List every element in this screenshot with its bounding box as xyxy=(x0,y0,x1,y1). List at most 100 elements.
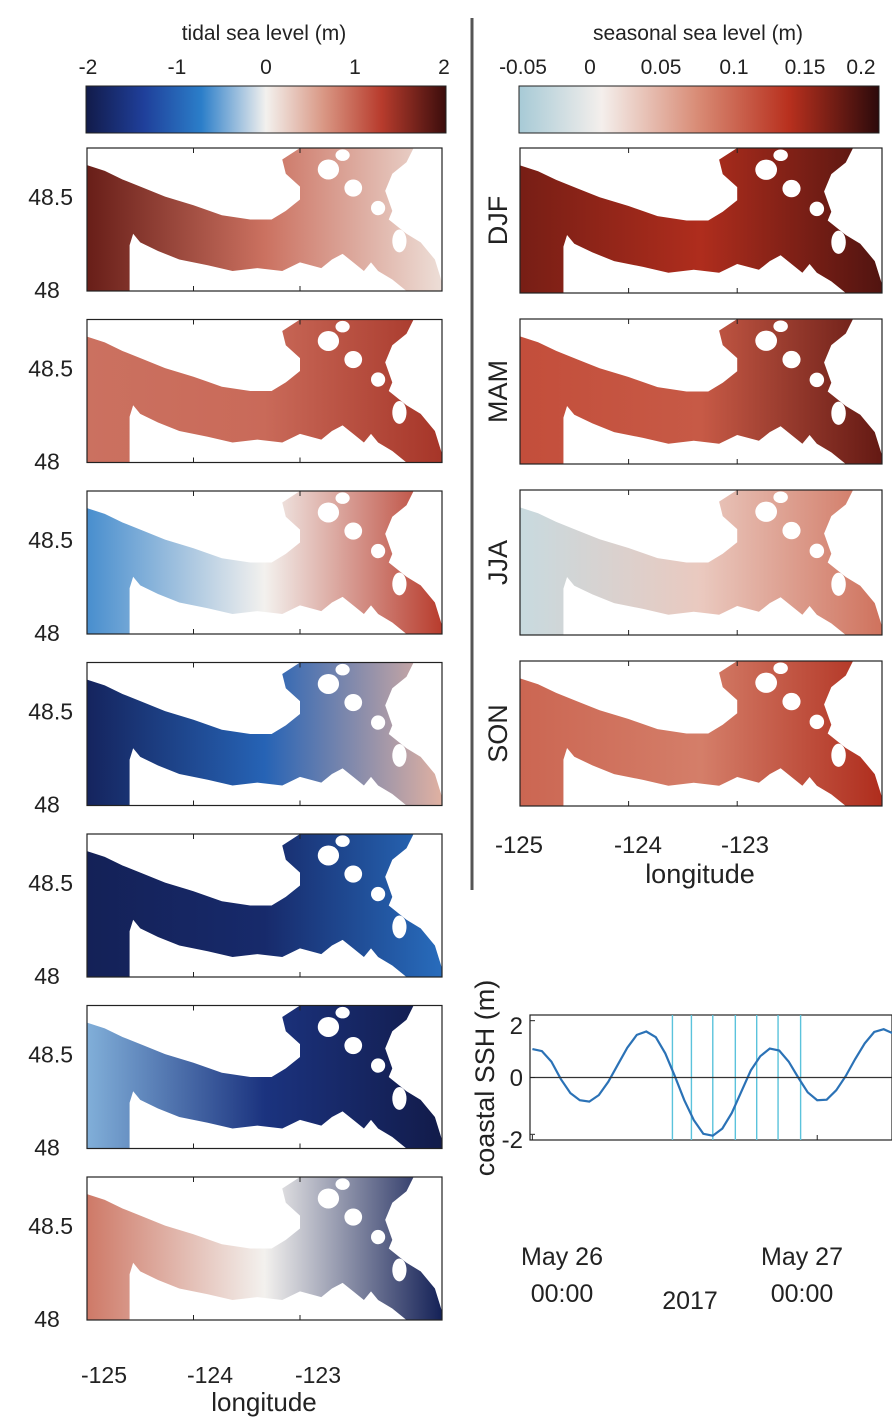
island xyxy=(755,672,778,693)
map-frame xyxy=(519,489,883,636)
line-y-tick: 2 xyxy=(510,1013,523,1040)
left-y-tick: 48.5 xyxy=(28,1042,73,1068)
season-cbar-tick: 0 xyxy=(584,56,596,79)
island xyxy=(755,501,778,522)
island xyxy=(335,1178,350,1190)
island xyxy=(371,200,386,216)
tidal-cbar-tick: -1 xyxy=(168,56,187,79)
right-x-tick: -123 xyxy=(721,832,769,859)
map-frame xyxy=(86,318,443,464)
tidal-map-panel xyxy=(86,147,443,292)
season-cbar-tick: 0.1 xyxy=(719,56,748,79)
seasonal-colorbar-ticklabels: -0.05 0 0.05 0.1 0.15 0.2 xyxy=(499,56,876,79)
island xyxy=(344,522,363,540)
line-x-tick-time: 00:00 xyxy=(771,1280,834,1308)
line-y-tick: -2 xyxy=(502,1127,523,1154)
map-frame xyxy=(86,833,443,978)
island xyxy=(755,330,778,351)
map-frame xyxy=(519,318,883,465)
left-y-tick: 48.5 xyxy=(28,527,73,553)
map-frame xyxy=(519,147,883,294)
island xyxy=(392,1087,407,1110)
island xyxy=(344,179,363,197)
island xyxy=(371,372,386,387)
map-frame xyxy=(86,490,443,635)
left-x-tick: -124 xyxy=(187,1362,233,1388)
left-y-tick: 48.5 xyxy=(28,699,73,725)
island xyxy=(809,372,825,388)
island xyxy=(809,714,825,730)
island xyxy=(317,1188,340,1209)
left-x-ticklabels: -125 -124 -123 xyxy=(81,1362,341,1388)
tidal-cbar-tick: 1 xyxy=(349,56,361,79)
left-y-tick: 48 xyxy=(34,963,60,989)
season-cbar-tick: 0.15 xyxy=(785,56,826,79)
island xyxy=(335,835,350,847)
season-cbar-tick: -0.05 xyxy=(499,56,547,79)
left-x-tick: -125 xyxy=(81,1362,127,1388)
season-cbar-tick: 0.2 xyxy=(846,56,875,79)
tidal-colorbar-label: tidal sea level (m) xyxy=(182,22,347,45)
island xyxy=(773,491,788,504)
island xyxy=(371,543,386,559)
tidal-map-panel xyxy=(86,661,443,807)
island xyxy=(831,401,846,425)
left-y-tick: 48 xyxy=(34,449,60,475)
island xyxy=(317,1016,340,1037)
season-label: MAM xyxy=(483,360,513,423)
island xyxy=(782,692,801,711)
season-map-panel xyxy=(519,489,883,636)
island xyxy=(782,521,801,540)
left-y-tick: 48 xyxy=(34,277,60,303)
island xyxy=(344,693,363,712)
island xyxy=(317,845,340,866)
island xyxy=(755,159,778,180)
island xyxy=(392,572,407,596)
ssh-series xyxy=(532,1028,892,1137)
island xyxy=(371,1229,386,1245)
left-y-tick: 48.5 xyxy=(28,1213,73,1239)
left-y-tick: 48.5 xyxy=(28,184,73,210)
season-map-panel xyxy=(519,318,883,465)
line-x-tick-day: May 26 xyxy=(521,1243,603,1271)
island xyxy=(773,320,788,333)
right-x-tick: -124 xyxy=(614,832,662,859)
left-y-tick: 48 xyxy=(34,1306,60,1332)
island xyxy=(773,662,788,675)
season-label: SON xyxy=(483,704,513,763)
tidal-map-panel xyxy=(86,833,443,978)
island xyxy=(317,330,340,351)
left-y-tick: 48.5 xyxy=(28,870,73,896)
line-y-tick: 0 xyxy=(510,1065,523,1092)
tidal-cbar-tick: 2 xyxy=(438,56,450,79)
island xyxy=(809,201,825,217)
island xyxy=(335,1006,350,1019)
island xyxy=(344,865,363,883)
island xyxy=(371,886,386,902)
right-x-ticklabels: -125 -124 -123 xyxy=(495,832,769,859)
line-ylabel: coastal SSH (m) xyxy=(470,980,500,1177)
seasonal-map-panels: DJF MAM JJA SON xyxy=(483,147,883,807)
island xyxy=(344,1208,363,1226)
left-y-tick: 48 xyxy=(34,792,60,818)
tidal-map-panel xyxy=(86,318,443,464)
right-x-tick: -125 xyxy=(495,832,543,859)
island xyxy=(335,492,350,504)
tidal-colorbar-ticklabels: -2 -1 0 1 2 xyxy=(79,56,450,79)
left-y-tick: 48.5 xyxy=(28,356,73,382)
seasonal-colorbar xyxy=(518,85,880,134)
island xyxy=(392,915,407,939)
island xyxy=(317,502,340,523)
tidal-map-panel xyxy=(86,1176,443,1321)
tidal-cbar-tick: 0 xyxy=(260,56,272,79)
seasonal-colorbar-label: seasonal sea level (m) xyxy=(593,22,803,45)
map-frame xyxy=(86,1176,443,1321)
left-x-tick: -123 xyxy=(295,1362,341,1388)
map-frame xyxy=(86,661,443,807)
island xyxy=(831,230,846,254)
island xyxy=(392,401,407,424)
island xyxy=(392,1258,407,1282)
tidal-map-panels: 48.5 48 48.5 48 48.5 48 48.5 48 48.5 48 48.5 48 48.5… xyxy=(28,147,443,1332)
line-year-label: 2017 xyxy=(662,1287,718,1315)
